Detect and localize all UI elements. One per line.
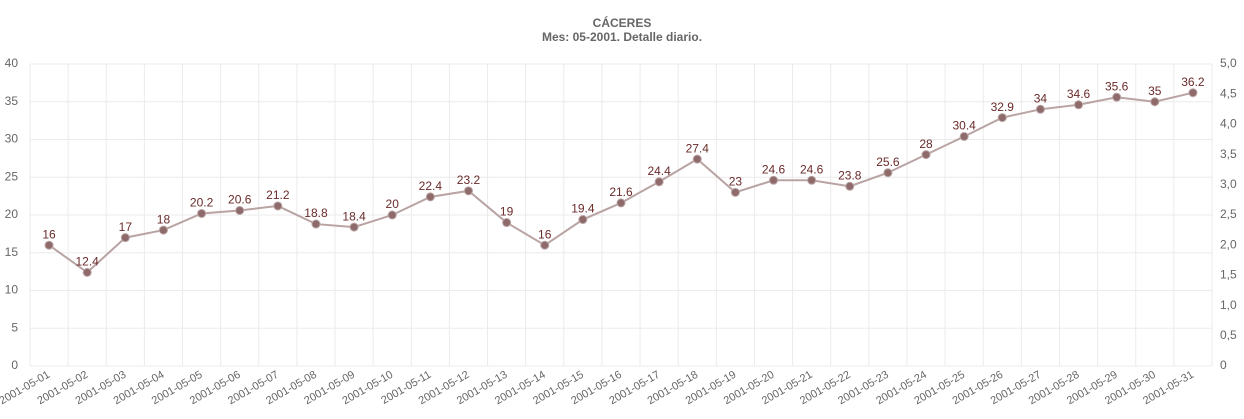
data-label: 22.4 — [419, 179, 443, 193]
point — [921, 150, 931, 160]
point — [273, 201, 283, 211]
y-tick-label: 35 — [5, 94, 19, 108]
data-label: 23.8 — [838, 168, 862, 182]
point — [807, 175, 817, 185]
data-label: 18.4 — [342, 209, 366, 223]
point — [82, 267, 92, 277]
point — [845, 181, 855, 191]
point — [578, 215, 588, 225]
data-label: 32.9 — [991, 100, 1015, 114]
data-label: 25.6 — [876, 155, 900, 169]
point — [1035, 104, 1045, 114]
data-label: 27.4 — [686, 141, 710, 155]
data-label: 18.8 — [304, 206, 328, 220]
data-label: 35 — [1148, 84, 1162, 98]
data-label: 34.6 — [1067, 87, 1091, 101]
point — [349, 222, 359, 232]
point — [1112, 92, 1122, 102]
y2-tick-label: 2,0 — [1220, 237, 1237, 251]
y2-tick-label: 0,5 — [1220, 328, 1237, 342]
y2-tick-label: 1,5 — [1220, 268, 1237, 282]
data-label: 36.2 — [1181, 75, 1205, 89]
y2-tick-label: 0 — [1220, 358, 1227, 372]
point — [692, 154, 702, 164]
point — [44, 240, 54, 250]
data-label: 21.6 — [609, 185, 633, 199]
data-label: 23.2 — [457, 173, 481, 187]
point — [1150, 97, 1160, 107]
data-label: 16 — [42, 227, 56, 241]
point — [1074, 100, 1084, 110]
y2-tick-label: 3,0 — [1220, 177, 1237, 191]
y-tick-label: 15 — [5, 245, 19, 259]
point — [540, 240, 550, 250]
y-tick-label: 10 — [5, 283, 19, 297]
data-label: 19.4 — [571, 202, 595, 216]
data-label: 21.2 — [266, 188, 290, 202]
data-label: 20.2 — [190, 196, 214, 210]
point — [120, 233, 130, 243]
point — [197, 208, 207, 218]
point — [883, 168, 893, 178]
point — [1188, 88, 1198, 98]
point — [654, 177, 664, 187]
point — [235, 205, 245, 215]
point — [311, 219, 321, 229]
data-label: 17 — [119, 220, 133, 234]
data-label: 24.6 — [762, 162, 786, 176]
y2-tick-label: 1,0 — [1220, 298, 1237, 312]
y-tick-label: 30 — [5, 132, 19, 146]
point — [425, 192, 435, 202]
data-label: 24.4 — [647, 164, 671, 178]
y-tick-label: 40 — [5, 56, 19, 70]
point — [463, 186, 473, 196]
point — [997, 113, 1007, 123]
chart-title: CÁCERES — [593, 15, 652, 30]
point — [769, 175, 779, 185]
point — [616, 198, 626, 208]
data-label: 24.6 — [800, 162, 824, 176]
y2-tick-label: 2,5 — [1220, 207, 1237, 221]
data-label: 35.6 — [1105, 79, 1129, 93]
point — [387, 210, 397, 220]
data-label: 18 — [157, 212, 171, 226]
point — [730, 187, 740, 197]
data-label: 20.6 — [228, 193, 252, 207]
y2-tick-label: 5,0 — [1220, 56, 1237, 70]
data-label: 16 — [538, 227, 552, 241]
data-label: 28 — [919, 137, 933, 151]
data-label: 20 — [386, 197, 400, 211]
data-label: 30.4 — [952, 119, 976, 133]
point — [158, 225, 168, 235]
y-tick-label: 5 — [11, 320, 18, 334]
data-label: 34 — [1034, 91, 1048, 105]
y-tick-label: 25 — [5, 169, 19, 183]
y2-tick-label: 3,5 — [1220, 147, 1237, 161]
y2-tick-label: 4,0 — [1220, 117, 1237, 131]
point — [502, 218, 512, 228]
y-tick-label: 0 — [11, 358, 18, 372]
chart-subtitle: Mes: 05-2001. Detalle diario. — [542, 30, 702, 44]
data-label: 23 — [729, 175, 743, 189]
point — [959, 131, 969, 141]
y-tick-label: 20 — [5, 207, 19, 221]
y2-tick-label: 4,5 — [1220, 86, 1237, 100]
data-label: 19 — [500, 205, 514, 219]
data-label: 12.4 — [76, 255, 100, 269]
